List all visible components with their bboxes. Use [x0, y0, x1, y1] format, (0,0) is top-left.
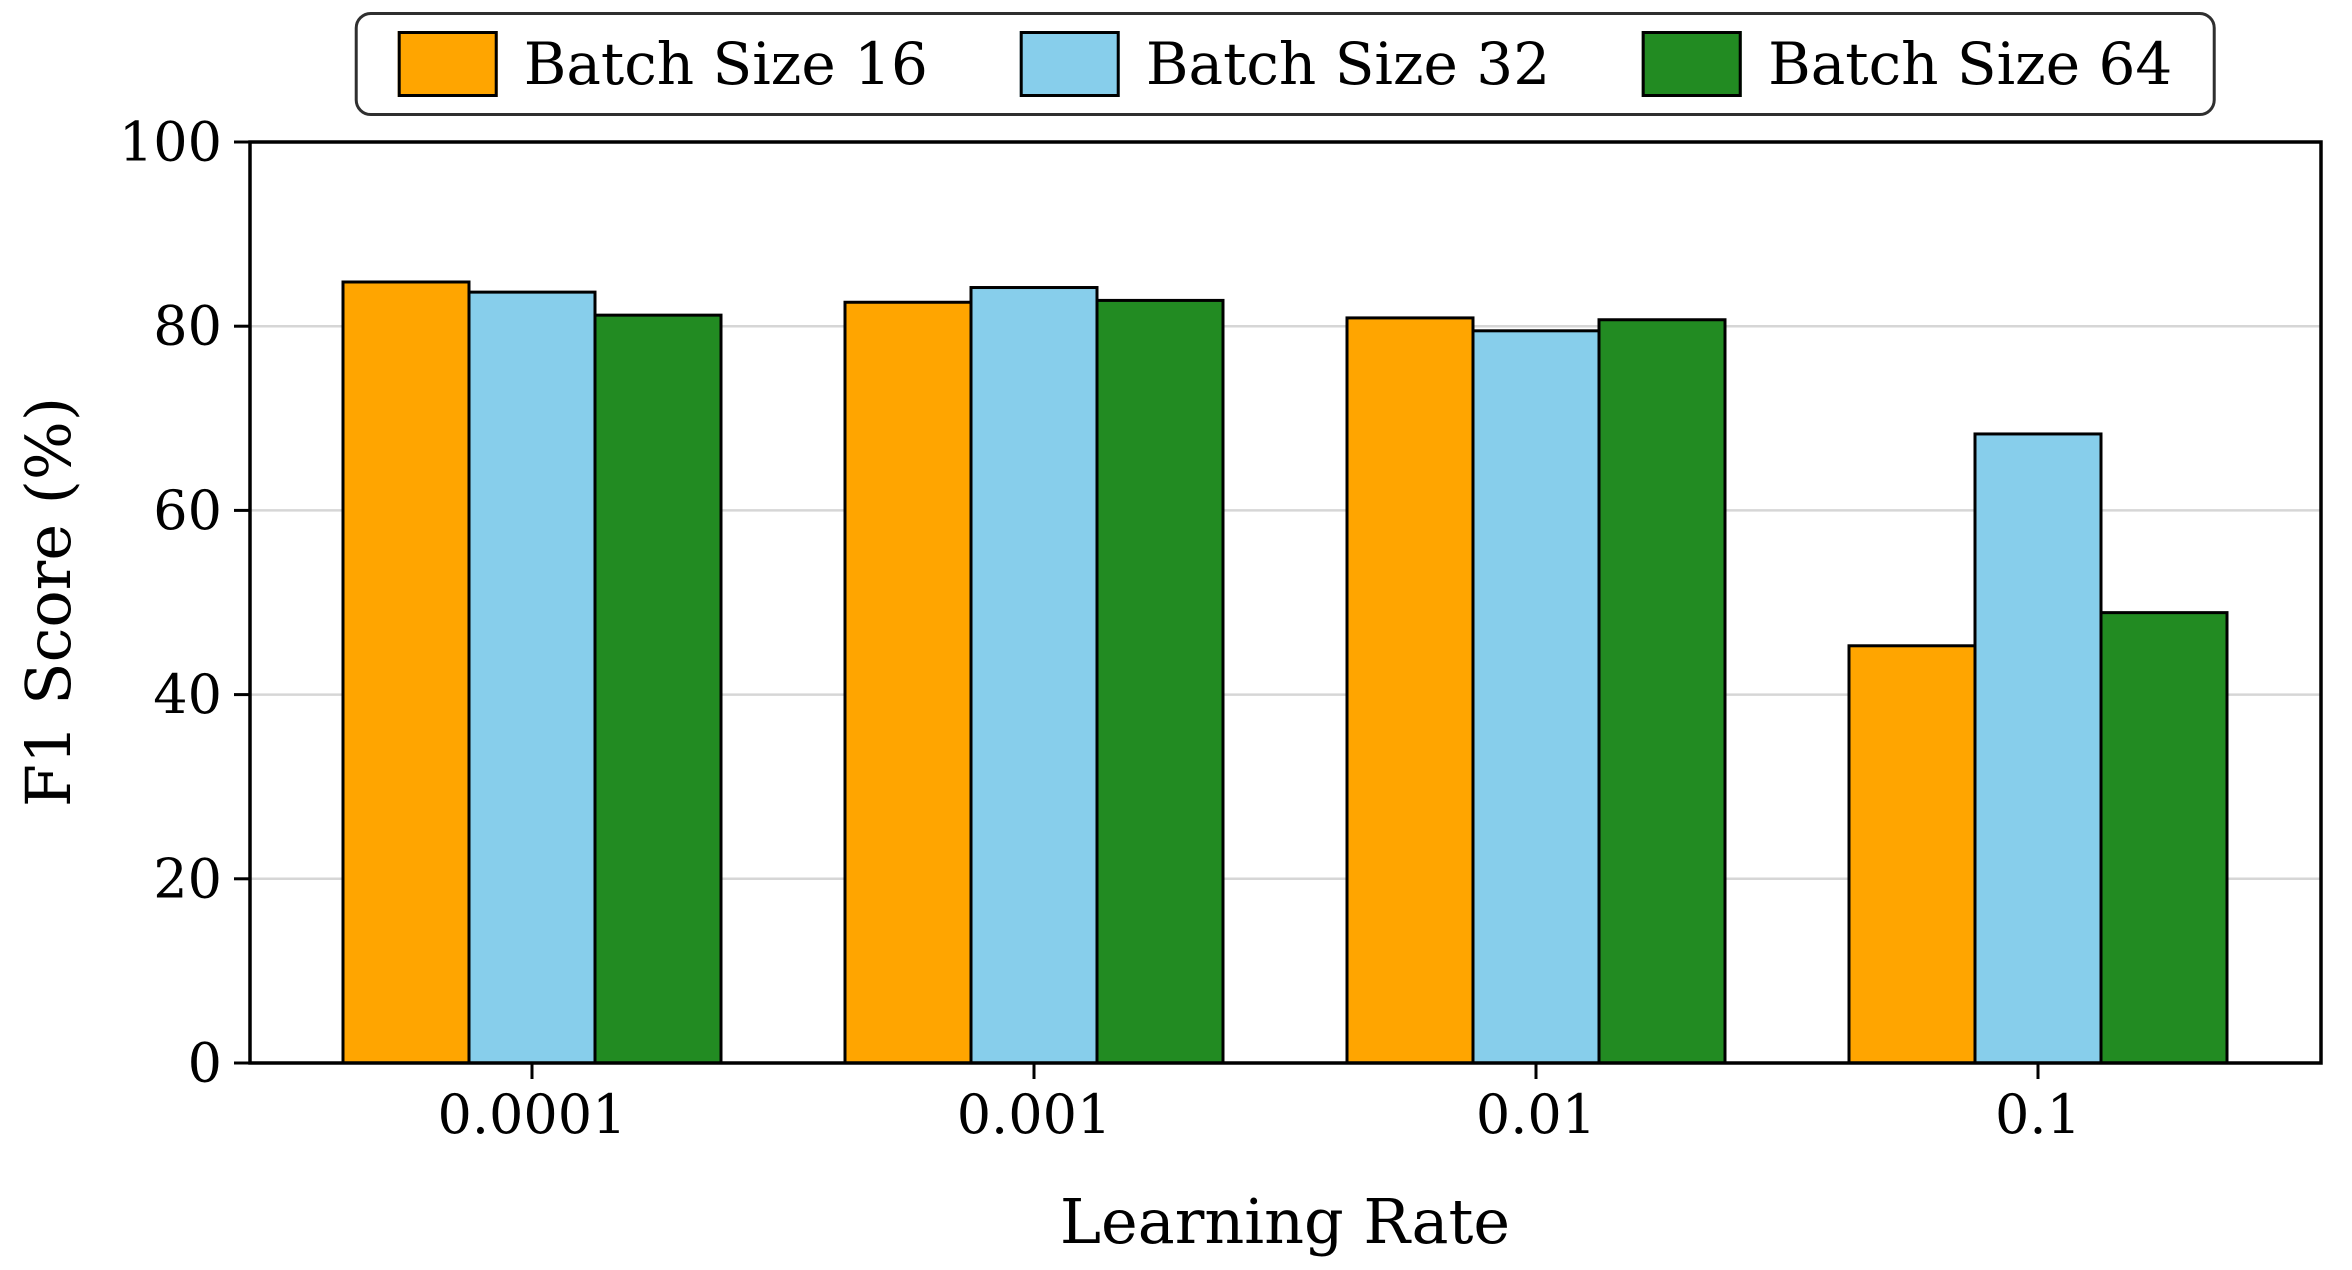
y-tick-label-40: 40 — [153, 663, 222, 726]
bar-batch-size-16-lr-0.001 — [843, 300, 973, 1065]
legend-item-batch-size-64: Batch Size 64 — [1642, 31, 2172, 97]
legend: Batch Size 16 Batch Size 32 Batch Size 6… — [354, 12, 2216, 116]
x-tick-label-0.1: 0.1 — [1995, 1083, 2081, 1146]
bars-layer — [341, 280, 2229, 1065]
bar-batch-size-64-lr-0.1 — [2099, 611, 2229, 1065]
y-tick-label-0: 0 — [188, 1032, 222, 1095]
x-axis-label: Learning Rate — [1060, 1185, 1510, 1258]
bar-batch-size-32-lr-0.1 — [1973, 432, 2103, 1065]
legend-label-batch-size-64: Batch Size 64 — [1768, 30, 2173, 98]
bar-batch-size-32-lr-0.0001 — [467, 290, 597, 1065]
y-tick-label-20: 20 — [153, 847, 222, 910]
bar-batch-size-64-lr-0.001 — [1095, 298, 1225, 1065]
ticks-layer — [234, 140, 2040, 1079]
legend-item-batch-size-16: Batch Size 16 — [397, 30, 928, 98]
y-tick-label-60: 60 — [153, 479, 222, 542]
bar-batch-size-16-lr-0.0001 — [341, 280, 471, 1065]
y-axis-label: F1 Score (%) — [12, 397, 85, 807]
bar-batch-size-64-lr-0.01 — [1597, 318, 1727, 1065]
x-tick-label-0.001: 0.001 — [957, 1083, 1112, 1146]
bar-batch-size-16-lr-0.01 — [1345, 316, 1475, 1065]
legend-label-batch-size-16: Batch Size 16 — [523, 30, 928, 98]
legend-item-batch-size-32: Batch Size 32 — [1019, 30, 1551, 98]
legend-swatch-batch-size-64 — [1642, 31, 1743, 97]
legend-swatch-batch-size-32 — [1019, 31, 1120, 97]
legend-label-batch-size-32: Batch Size 32 — [1145, 30, 1551, 98]
legend-swatch-batch-size-16 — [397, 31, 498, 97]
plot-area — [248, 140, 2323, 1065]
x-tick-label-0.01: 0.01 — [1476, 1083, 1596, 1146]
x-tick-label-0.0001: 0.0001 — [438, 1083, 627, 1146]
bar-batch-size-32-lr-0.01 — [1471, 329, 1601, 1065]
y-tick-label-100: 100 — [119, 111, 222, 174]
y-tick-label-80: 80 — [153, 295, 222, 358]
bar-batch-size-64-lr-0.0001 — [593, 313, 723, 1065]
bar-batch-size-32-lr-0.001 — [969, 286, 1099, 1065]
tick-labels-layer: 0 20 40 60 80 100 0.0001 0.001 0.01 0.1 — [119, 111, 2081, 1147]
bar-batch-size-16-lr-0.1 — [1847, 644, 1977, 1065]
